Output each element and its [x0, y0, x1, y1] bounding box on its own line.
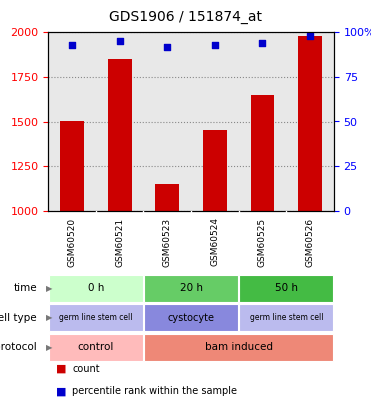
FancyBboxPatch shape — [49, 275, 143, 302]
Text: germ line stem cell: germ line stem cell — [250, 313, 323, 322]
Text: GSM60526: GSM60526 — [306, 217, 315, 266]
Bar — [60, 122, 84, 211]
Text: 50 h: 50 h — [275, 283, 298, 293]
FancyBboxPatch shape — [49, 304, 143, 331]
Point — [212, 42, 218, 48]
FancyBboxPatch shape — [239, 304, 333, 331]
FancyBboxPatch shape — [144, 334, 333, 361]
Text: protocol: protocol — [0, 342, 37, 352]
Text: GSM60524: GSM60524 — [210, 217, 219, 266]
Text: 20 h: 20 h — [180, 283, 203, 293]
Text: GDS1906 / 151874_at: GDS1906 / 151874_at — [109, 10, 262, 24]
Text: time: time — [13, 283, 37, 293]
Text: ■: ■ — [56, 364, 66, 374]
Text: ■: ■ — [56, 386, 66, 396]
Bar — [155, 184, 179, 211]
Text: germ line stem cell: germ line stem cell — [59, 313, 132, 322]
Text: percentile rank within the sample: percentile rank within the sample — [72, 386, 237, 396]
Text: GSM60521: GSM60521 — [115, 217, 124, 266]
FancyBboxPatch shape — [144, 304, 238, 331]
Bar — [298, 36, 322, 211]
Text: count: count — [72, 364, 100, 374]
Point — [259, 40, 265, 46]
Text: cell type: cell type — [0, 313, 37, 323]
Text: ▶: ▶ — [46, 284, 53, 293]
Text: control: control — [78, 342, 114, 352]
Text: cystocyte: cystocyte — [168, 313, 214, 323]
Text: bam induced: bam induced — [205, 342, 273, 352]
Text: ▶: ▶ — [46, 313, 53, 322]
Point — [164, 43, 170, 50]
Text: 0 h: 0 h — [88, 283, 104, 293]
FancyBboxPatch shape — [144, 275, 238, 302]
Text: GSM60525: GSM60525 — [258, 217, 267, 266]
Point — [69, 42, 75, 48]
Text: GSM60523: GSM60523 — [163, 217, 172, 266]
Bar — [108, 59, 132, 211]
Text: ▶: ▶ — [46, 343, 53, 352]
Point — [307, 33, 313, 39]
FancyBboxPatch shape — [239, 275, 333, 302]
Point — [116, 38, 122, 45]
Bar — [250, 95, 275, 211]
FancyBboxPatch shape — [49, 334, 143, 361]
Bar — [203, 130, 227, 211]
Text: GSM60520: GSM60520 — [68, 217, 76, 266]
